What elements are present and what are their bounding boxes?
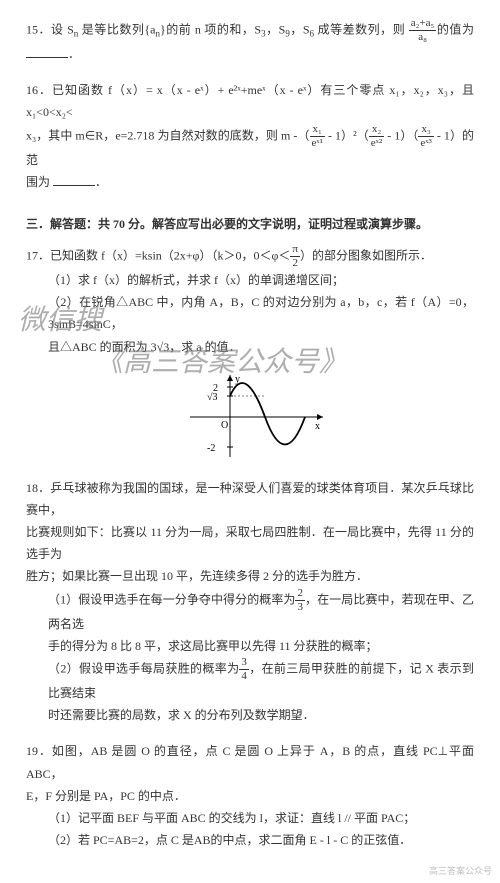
q19-sub1: （1）记平面 BEF 与平面 ABC 的交线为 l，求证：直线 l // 平面 … <box>48 807 474 829</box>
q15-text-4: ，S <box>266 22 286 36</box>
q15-text-7: 的值为 <box>436 22 474 36</box>
question-19: 19．如图，AB 是圆 O 的直径，点 C 是圆 O 上异于 A，B 的点，直线… <box>26 740 474 851</box>
q18-s1a: （1）假设甲选手在每一分争夺中得分的概率为 <box>48 592 295 606</box>
q19-text-2: E，F 分别是 PA，PC 的中点． <box>26 789 186 803</box>
q15-text-3: }的前 n 项的和，S <box>160 22 261 36</box>
q16-frac2: x₂eˣ² <box>369 124 384 149</box>
q16-text-7: ． <box>95 175 107 189</box>
q17-sub1: （1）求 f（x）的解析式，并求 f（x）的单调递增区间； <box>48 269 474 291</box>
q17-text-2: ）的部分图象如图所示． <box>300 248 432 262</box>
svg-text:x: x <box>315 421 320 432</box>
q17-pi2: π2 <box>290 244 300 269</box>
q18-text-2: 比赛规则如下：比赛以 11 分为一局，采取七局四胜制．在一局比赛中，先得 11 … <box>26 525 474 561</box>
q17-number: 17． <box>26 248 50 262</box>
svg-text:O: O <box>221 420 228 431</box>
svg-text:-2: -2 <box>207 443 215 454</box>
q18-text-3: 胜方；如果比赛一旦出现 10 平，先连续多得 2 分的选手为胜方． <box>26 569 368 583</box>
q16-frac1: x₁eˣ¹ <box>310 124 325 149</box>
q15-text-5: ，S <box>290 22 310 36</box>
q18-s1c: 手的得分为 8 比 8 平，求这局比赛甲以先得 11 分获胜的概率； <box>48 635 474 657</box>
q15-text-1: 设 S <box>51 22 74 36</box>
q18-text-1: 乒乓球被称为我国的国球，是一种深受人们喜爱的球类体育项目．某次乒乓球比赛中， <box>26 481 474 517</box>
q18-sub1: （1）假设甲选手在每一分争夺中得分的概率为23，在一局比赛中，若现在甲、乙两名选 <box>48 588 474 635</box>
q16-text-1: 已知函数 f（x）= x（x - eˣ）+ e²ˣ+meˣ（x - eˣ）有三个… <box>26 83 474 119</box>
q15-text-8: ． <box>68 47 80 61</box>
q16-text-4: - 1）（ <box>384 128 418 142</box>
q15-frac-bot: a₈ <box>409 31 437 43</box>
q15-number: 15． <box>26 22 51 36</box>
section-3-title: 三．解答题：共 70 分。解答应写出必要的文字说明，证明过程或演算步骤。 <box>26 215 474 232</box>
exam-page: 15．设 Sn 是等比数列{an}的前 n 项的和，S3，S9，S6 成等差数列… <box>0 0 500 883</box>
q17-figure: y x O 2 √3 -2 <box>26 372 474 467</box>
q17-text-1: 已知函数 f（x）=ksin（2x+φ）（k＞0，0＜φ＜ <box>50 248 290 262</box>
q16-number: 16． <box>26 83 52 97</box>
q16-frac3: x₃eˣ³ <box>418 124 433 149</box>
q18-number: 18． <box>26 481 50 495</box>
q17-sub2a: （2）在锐角△ABC 中，内角 A，B，C 的对边分别为 a，b，c，若 f（A… <box>48 291 474 335</box>
q15-text-6: 成等差数列，则 <box>314 22 405 36</box>
q18-sub2: （2）假设甲选手每局获胜的概率为34，在前三局甲获胜的前提下，记 X 表示到比赛… <box>48 657 474 704</box>
q19-text-1: 如图，AB 是圆 O 的直径，点 C 是圆 O 上异于 A，B 的点，直线 PC… <box>26 744 474 780</box>
q16-text-3: - 1）²（ <box>325 128 369 142</box>
q16-text-2: x₃，其中 m∈R，e=2.718 为自然对数的底数，则 m -（ <box>26 128 310 142</box>
question-15: 15．设 Sn 是等比数列{an}的前 n 项的和，S3，S9，S6 成等差数列… <box>26 18 474 65</box>
q18-s2c: 时还需要比赛的局数，求 X 的分布列及数学期望． <box>48 704 474 726</box>
svg-text:√3: √3 <box>207 392 218 403</box>
q15-frac-top: a₂+a₅ <box>409 18 437 31</box>
q15-text-2: 是等比数列{a <box>78 22 155 36</box>
corner-watermark: 高三答案公众号 <box>429 864 492 877</box>
q18-frac34: 34 <box>239 657 249 682</box>
q16-text-6: 围为 <box>26 175 50 189</box>
question-18: 18．乒乓球被称为我国的国球，是一种深受人们喜爱的球类体育项目．某次乒乓球比赛中… <box>26 477 474 727</box>
q15-blank <box>26 46 68 58</box>
q18-s2a: （2）假设甲选手每局获胜的概率为 <box>48 661 239 675</box>
q17-sub2b: 且△ABC 的面积为 3√3，求 a 的值． <box>48 336 474 358</box>
q16-blank <box>53 174 95 186</box>
q15-fraction: a₂+a₅a₈ <box>409 18 437 43</box>
q19-number: 19． <box>26 744 52 758</box>
question-16: 16．已知函数 f（x）= x（x - eˣ）+ e²ˣ+meˣ（x - eˣ）… <box>26 79 474 193</box>
q19-sub2: （2）若 PC=AB=2，点 C 是AB的中点，求二面角 E - l - C 的… <box>48 829 474 851</box>
q18-frac23: 23 <box>295 588 305 613</box>
question-17: 17．已知函数 f（x）=ksin（2x+φ）（k＞0，0＜φ＜π2）的部分图象… <box>26 244 474 358</box>
sine-graph-icon: y x O 2 √3 -2 <box>175 372 325 462</box>
